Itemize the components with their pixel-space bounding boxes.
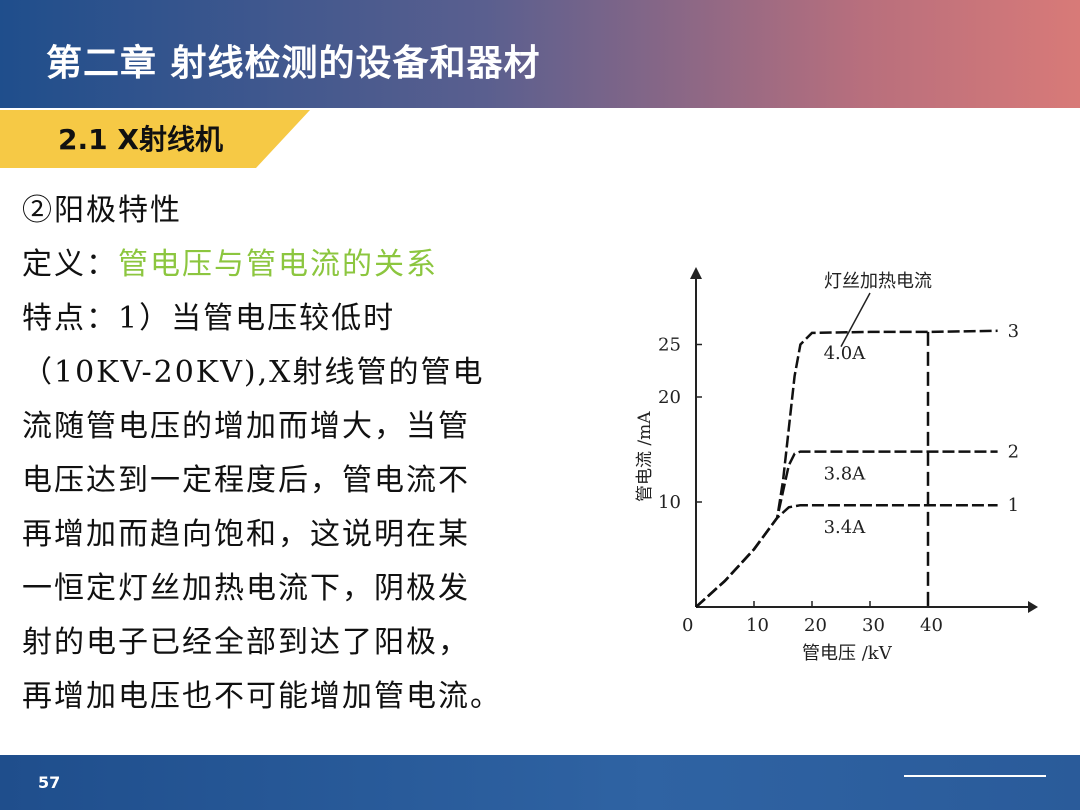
series-current-label: 4.0A xyxy=(824,343,867,364)
x-axis-arrow xyxy=(1028,601,1038,613)
y-tick-label: 20 xyxy=(658,387,681,408)
chart-svg: 0 10 20 30 40 10 20 25 管电压 /kV 管电流 /mA 1 3.4A 2 3.8A 3… xyxy=(635,267,1038,664)
annotation-leader xyxy=(840,292,871,347)
x-axis-label: 管电压 /kV xyxy=(802,643,893,664)
series-current-label: 3.8A xyxy=(824,464,867,485)
header-banner: 第二章 射线检测的设备和器材 xyxy=(0,0,1080,108)
series-line-1 xyxy=(695,503,998,608)
text-line: 再增加而趋向饱和，这说明在某 xyxy=(22,517,470,552)
definition-line: 定义：管电压与管电流的关系 xyxy=(22,238,602,292)
section-tab-shape xyxy=(0,110,310,168)
footer-divider xyxy=(904,775,1046,777)
x-tick-label: 20 xyxy=(804,615,827,636)
section-tab xyxy=(0,110,310,168)
text-line: 再增加电压也不可能增加管电流。 xyxy=(22,679,502,714)
y-tick-label: 10 xyxy=(658,492,681,513)
series-end-label: 3 xyxy=(1008,321,1019,342)
section-label: 2.1 X射线机 xyxy=(58,123,223,156)
series-current-label: 3.4A xyxy=(824,517,867,538)
subheading: ②阳极特性 xyxy=(22,193,182,228)
chapter-title: 第二章 射线检测的设备和器材 xyxy=(46,43,541,84)
text-line: 流随管电压的增加而增大，当管 xyxy=(22,409,470,444)
anode-characteristic-chart: 0 10 20 30 40 10 20 25 管电压 /kV 管电流 /mA 1 3.4A 2 3.8A 3… xyxy=(620,255,1060,675)
text-line: 一恒定灯丝加热电流下，阴极发 xyxy=(22,571,470,606)
text-line: 电压达到一定程度后，管电流不 xyxy=(22,463,470,498)
definition-highlight: 管电压与管电流的关系 xyxy=(118,247,438,282)
text-line: 射的电子已经全部到达了阳极， xyxy=(22,625,470,660)
definition-prefix: 定义： xyxy=(22,247,118,282)
y-axis-arrow xyxy=(690,267,702,279)
text-line: （10KV-20KV),X射线管的管电 xyxy=(22,355,485,390)
series-end-label: 2 xyxy=(1008,442,1019,463)
y-axis-label: 管电流 /mA xyxy=(635,411,655,502)
body-text: ②阳极特性 定义：管电压与管电流的关系 特点：1）当管电压较低时 （10KV-2… xyxy=(22,184,602,724)
series-line-3 xyxy=(695,329,998,608)
text-line: 特点：1）当管电压较低时 xyxy=(22,301,396,336)
x-tick-label: 0 xyxy=(682,615,693,636)
x-tick-label: 10 xyxy=(746,615,769,636)
x-tick-label: 40 xyxy=(920,615,943,636)
footer-bar xyxy=(0,755,1080,810)
annotation-label: 灯丝加热电流 xyxy=(824,271,932,292)
page-number: 57 xyxy=(38,773,61,792)
series-end-label: 1 xyxy=(1008,495,1019,516)
y-tick-label: 25 xyxy=(658,335,681,356)
x-tick-label: 30 xyxy=(862,615,885,636)
